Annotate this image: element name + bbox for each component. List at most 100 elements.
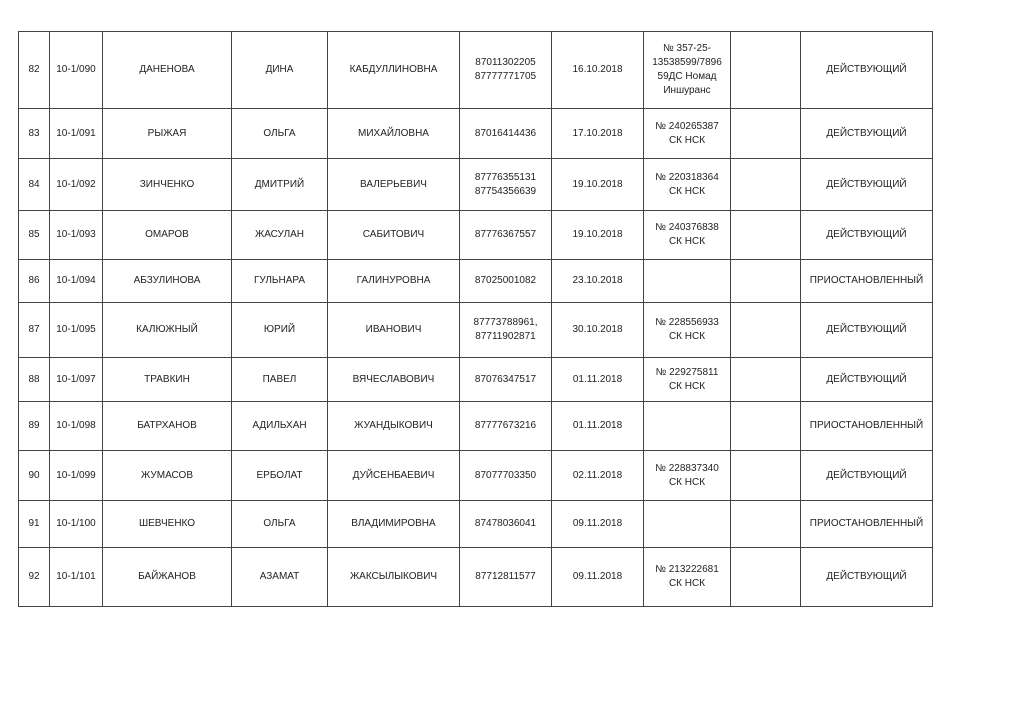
- cell-n: 83: [18, 108, 50, 159]
- cell-extra: [730, 108, 801, 159]
- cell-patronymic: ВЛАДИМИРОВНА: [327, 500, 460, 548]
- table-body: 82 10-1/090 ДАНЕНОВА ДИНА КАБДУЛЛИНОВНА 87011…: [18, 31, 933, 607]
- cell-code: 10-1/091: [49, 108, 103, 159]
- cell-policy: [643, 259, 731, 303]
- cell-first: ОЛЬГА: [231, 500, 328, 548]
- cell-first: ГУЛЬНАРА: [231, 259, 328, 303]
- cell-n: 86: [18, 259, 50, 303]
- cell-last: ДАНЕНОВА: [102, 31, 232, 109]
- table-row: 90 10-1/099 ЖУМАСОВ ЕРБОЛАТ ДУЙСЕНБАЕВИЧ 8707…: [18, 450, 933, 501]
- cell-extra: [730, 158, 801, 211]
- cell-last: РЫЖАЯ: [102, 108, 232, 159]
- cell-policy: № 213222681 СК НСК: [643, 547, 731, 607]
- cell-status: ДЕЙСТВУЮЩИЙ: [800, 31, 933, 109]
- cell-extra: [730, 210, 801, 260]
- cell-date: 19.10.2018: [551, 210, 644, 260]
- cell-phone: 87011302205 87777771705: [459, 31, 552, 109]
- cell-extra: [730, 547, 801, 607]
- cell-n: 88: [18, 357, 50, 402]
- cell-code: 10-1/095: [49, 302, 103, 358]
- cell-status: ДЕЙСТВУЮЩИЙ: [800, 158, 933, 211]
- cell-status: ДЕЙСТВУЮЩИЙ: [800, 357, 933, 402]
- cell-policy: № 229275811 СК НСК: [643, 357, 731, 402]
- cell-last: ЗИНЧЕНКО: [102, 158, 232, 211]
- cell-first: ЖАСУЛАН: [231, 210, 328, 260]
- cell-extra: [730, 500, 801, 548]
- cell-status: ДЕЙСТВУЮЩИЙ: [800, 302, 933, 358]
- cell-first: АЗАМАТ: [231, 547, 328, 607]
- cell-phone: 87777673216: [459, 401, 552, 451]
- cell-date: 01.11.2018: [551, 357, 644, 402]
- cell-first: ОЛЬГА: [231, 108, 328, 159]
- cell-status: ПРИОСТАНОВЛЕННЫЙ: [800, 500, 933, 548]
- cell-first: ЮРИЙ: [231, 302, 328, 358]
- cell-date: 30.10.2018: [551, 302, 644, 358]
- table-row: 91 10-1/100 ШЕВЧЕНКО ОЛЬГА ВЛАДИМИРОВНА 87478…: [18, 500, 933, 548]
- cell-policy: № 240265387 СК НСК: [643, 108, 731, 159]
- cell-date: 17.10.2018: [551, 108, 644, 159]
- cell-code: 10-1/090: [49, 31, 103, 109]
- cell-code: 10-1/094: [49, 259, 103, 303]
- cell-n: 85: [18, 210, 50, 260]
- cell-status: ПРИОСТАНОВЛЕННЫЙ: [800, 259, 933, 303]
- cell-first: ДИНА: [231, 31, 328, 109]
- cell-policy: № 228837340 СК НСК: [643, 450, 731, 501]
- cell-n: 89: [18, 401, 50, 451]
- cell-policy: № 220318364 СК НСК: [643, 158, 731, 211]
- cell-phone: 87016414436: [459, 108, 552, 159]
- cell-extra: [730, 357, 801, 402]
- cell-extra: [730, 31, 801, 109]
- cell-patronymic: ЖУАНДЫКОВИЧ: [327, 401, 460, 451]
- cell-n: 84: [18, 158, 50, 211]
- cell-date: 01.11.2018: [551, 401, 644, 451]
- table-row: 85 10-1/093 ОМАРОВ ЖАСУЛАН САБИТОВИЧ 87776367…: [18, 210, 933, 260]
- cell-last: ОМАРОВ: [102, 210, 232, 260]
- cell-code: 10-1/097: [49, 357, 103, 402]
- cell-phone: 87478036041: [459, 500, 552, 548]
- cell-patronymic: ВЯЧЕСЛАВОВИЧ: [327, 357, 460, 402]
- cell-patronymic: МИХАЙЛОВНА: [327, 108, 460, 159]
- cell-last: ШЕВЧЕНКО: [102, 500, 232, 548]
- cell-code: 10-1/100: [49, 500, 103, 548]
- cell-first: АДИЛЬХАН: [231, 401, 328, 451]
- cell-code: 10-1/101: [49, 547, 103, 607]
- cell-last: ТРАВКИН: [102, 357, 232, 402]
- cell-phone: 87712811577: [459, 547, 552, 607]
- cell-n: 91: [18, 500, 50, 548]
- cell-patronymic: ИВАНОВИЧ: [327, 302, 460, 358]
- cell-date: 09.11.2018: [551, 547, 644, 607]
- table-row: 84 10-1/092 ЗИНЧЕНКО ДМИТРИЙ ВАЛЕРЬЕВИЧ 87776…: [18, 158, 933, 211]
- cell-policy: № 228556933 СК НСК: [643, 302, 731, 358]
- table-row: 87 10-1/095 КАЛЮЖНЫЙ ЮРИЙ ИВАНОВИЧ 8777378896…: [18, 302, 933, 358]
- cell-extra: [730, 259, 801, 303]
- cell-extra: [730, 450, 801, 501]
- cell-date: 23.10.2018: [551, 259, 644, 303]
- cell-phone: 87077703350: [459, 450, 552, 501]
- cell-code: 10-1/098: [49, 401, 103, 451]
- cell-n: 82: [18, 31, 50, 109]
- cell-phone: 87776355131 87754356639: [459, 158, 552, 211]
- table-row: 86 10-1/094 АБЗУЛИНОВА ГУЛЬНАРА ГАЛИНУРОВНА 8…: [18, 259, 933, 303]
- table-row: 83 10-1/091 РЫЖАЯ ОЛЬГА МИХАЙЛОВНА 8701641443…: [18, 108, 933, 159]
- cell-extra: [730, 302, 801, 358]
- cell-policy: [643, 401, 731, 451]
- cell-first: ДМИТРИЙ: [231, 158, 328, 211]
- cell-last: АБЗУЛИНОВА: [102, 259, 232, 303]
- cell-patronymic: ЖАКСЫЛЫКОВИЧ: [327, 547, 460, 607]
- table-row: 89 10-1/098 БАТРХАНОВ АДИЛЬХАН ЖУАНДЫКОВИЧ 87…: [18, 401, 933, 451]
- cell-last: ЖУМАСОВ: [102, 450, 232, 501]
- cell-last: КАЛЮЖНЫЙ: [102, 302, 232, 358]
- cell-date: 16.10.2018: [551, 31, 644, 109]
- table-row: 92 10-1/101 БАЙЖАНОВ АЗАМАТ ЖАКСЫЛЫКОВИЧ 8771…: [18, 547, 933, 607]
- cell-patronymic: ГАЛИНУРОВНА: [327, 259, 460, 303]
- cell-status: ДЕЙСТВУЮЩИЙ: [800, 450, 933, 501]
- cell-status: ДЕЙСТВУЮЩИЙ: [800, 547, 933, 607]
- cell-policy: [643, 500, 731, 548]
- cell-phone: 87025001082: [459, 259, 552, 303]
- cell-patronymic: ДУЙСЕНБАЕВИЧ: [327, 450, 460, 501]
- cell-first: ПАВЕЛ: [231, 357, 328, 402]
- cell-status: ДЕЙСТВУЮЩИЙ: [800, 108, 933, 159]
- cell-phone: 87076347517: [459, 357, 552, 402]
- cell-code: 10-1/092: [49, 158, 103, 211]
- cell-last: БАЙЖАНОВ: [102, 547, 232, 607]
